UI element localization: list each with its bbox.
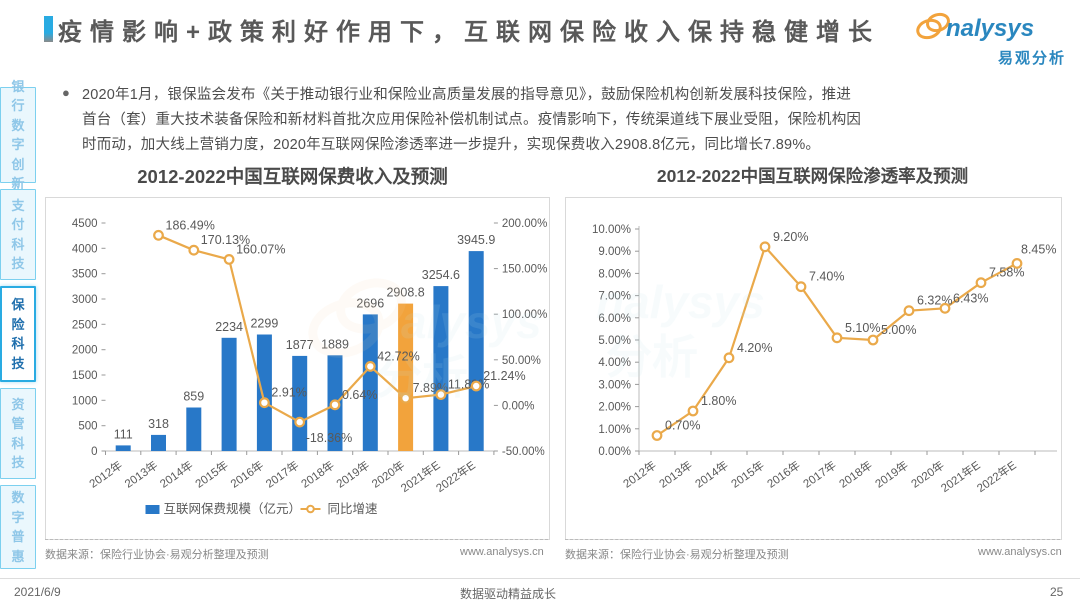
svg-text:alysys: alysys bbox=[401, 296, 542, 348]
svg-text:nalysys: nalysys bbox=[596, 276, 765, 328]
svg-text:分析: 分析 bbox=[606, 331, 698, 383]
svg-text:nalysys: nalysys bbox=[946, 15, 1034, 42]
svg-text:分析: 分析 bbox=[376, 351, 468, 403]
